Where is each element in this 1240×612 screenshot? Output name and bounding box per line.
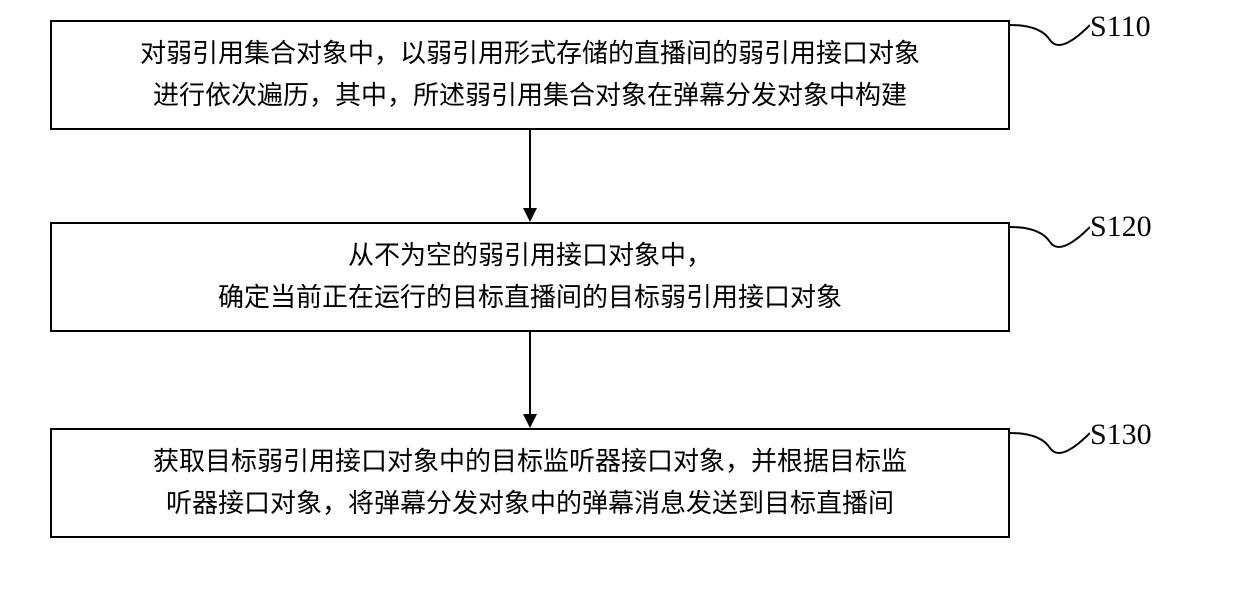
step-s120-box: 从不为空的弱引用接口对象中， 确定当前正在运行的目标直播间的目标弱引用接口对象 [50,222,1010,332]
step-s110-line2: 进行依次遍历，其中，所述弱引用集合对象在弹幕分发对象中构建 [153,81,907,110]
flowchart-container: 对弱引用集合对象中，以弱引用形式存储的直播间的弱引用接口对象 进行依次遍历，其中… [0,0,1240,612]
arrow-s110-s120 [520,130,540,222]
step-s130-box: 获取目标弱引用接口对象中的目标监听器接口对象，并根据目标监 听器接口对象，将弹幕… [50,428,1010,538]
label-s130: S130 [1090,418,1152,452]
step-s130-text: 获取目标弱引用接口对象中的目标监听器接口对象，并根据目标监 听器接口对象，将弹幕… [153,441,907,524]
step-s120-line2: 确定当前正在运行的目标直播间的目标弱引用接口对象 [218,283,842,312]
step-s110-text: 对弱引用集合对象中，以弱引用形式存储的直播间的弱引用接口对象 进行依次遍历，其中… [140,33,920,116]
step-s130-line1: 获取目标弱引用接口对象中的目标监听器接口对象，并根据目标监 [153,447,907,476]
label-s110: S110 [1090,10,1151,44]
step-s110-line1: 对弱引用集合对象中，以弱引用形式存储的直播间的弱引用接口对象 [140,39,920,68]
step-s120-text: 从不为空的弱引用接口对象中， 确定当前正在运行的目标直播间的目标弱引用接口对象 [218,235,842,318]
arrow-s120-s130 [520,332,540,428]
connector-s130 [1010,418,1090,458]
connector-s120 [1010,212,1090,252]
step-s130-line2: 听器接口对象，将弹幕分发对象中的弹幕消息发送到目标直播间 [166,489,894,518]
label-s120: S120 [1090,210,1152,244]
connector-s110 [1010,10,1090,50]
step-s120-line1: 从不为空的弱引用接口对象中， [348,241,712,270]
step-s110-box: 对弱引用集合对象中，以弱引用形式存储的直播间的弱引用接口对象 进行依次遍历，其中… [50,20,1010,130]
